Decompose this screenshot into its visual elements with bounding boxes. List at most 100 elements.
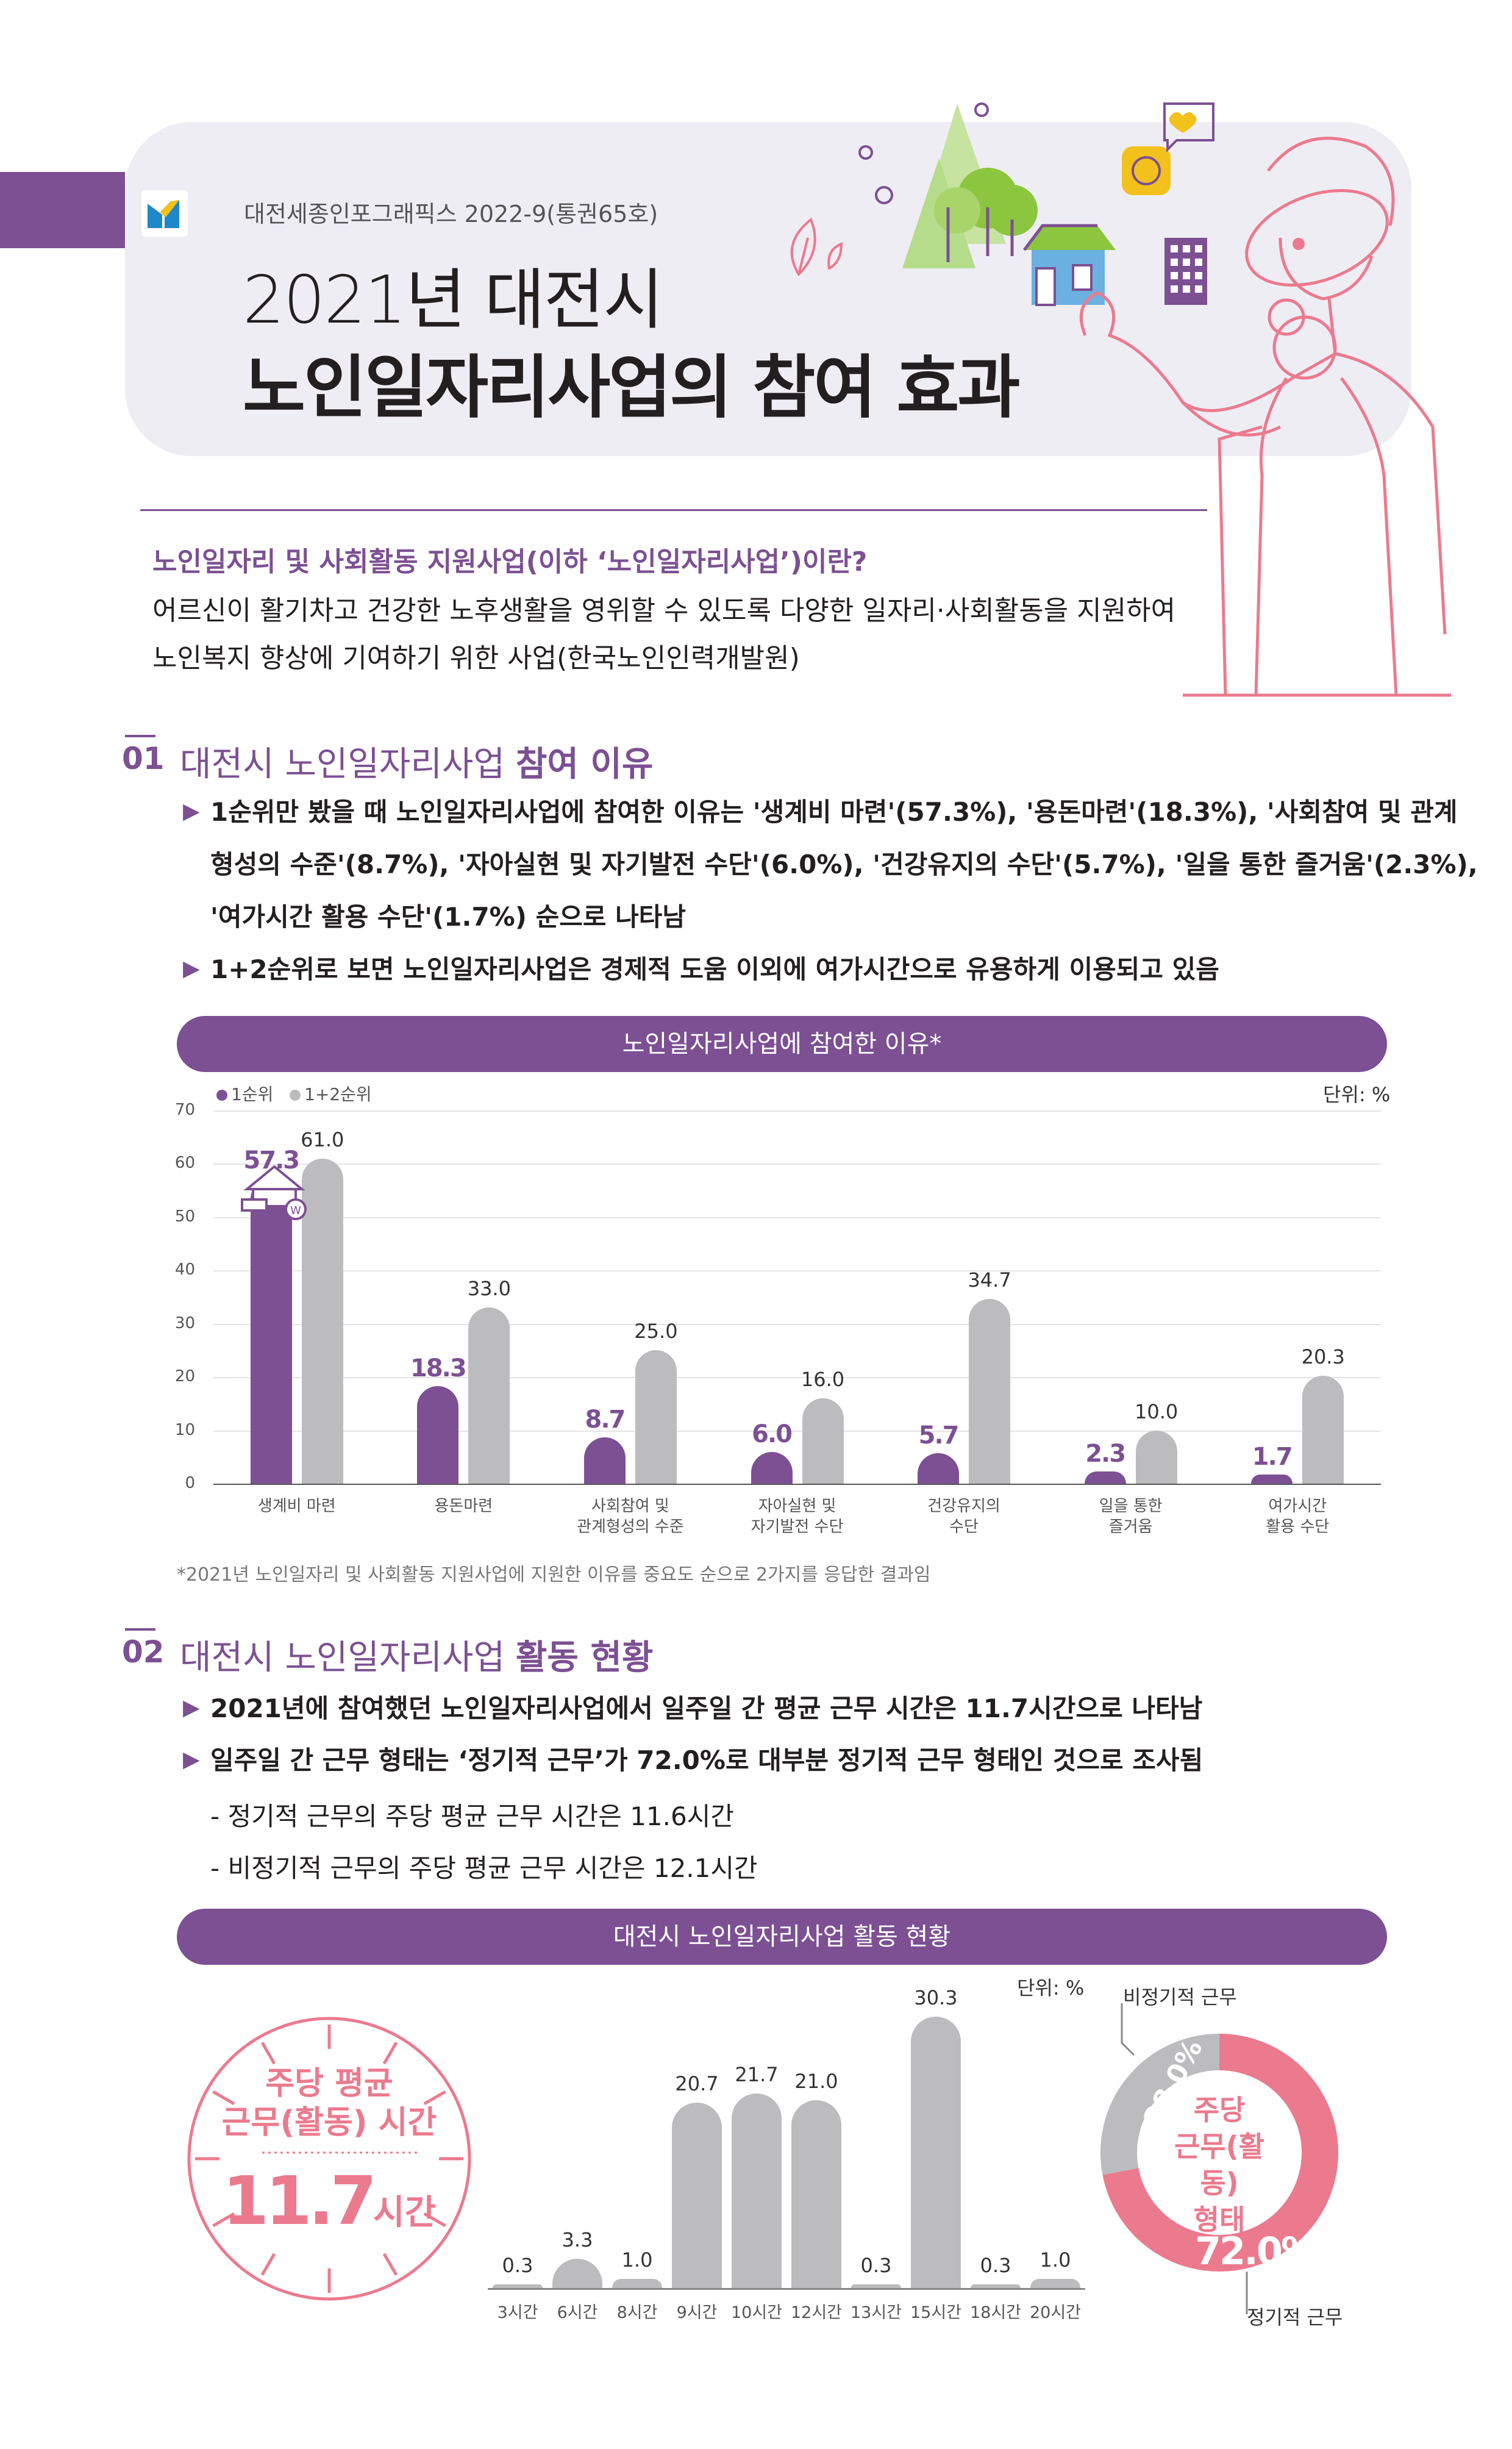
chart2-value-label: 1.0 [621,2248,653,2272]
chart1-category-label: 자아실현 및 자기발전 수단 [751,1497,844,1536]
chart1-bar-rank12 [1135,1430,1177,1484]
donut-leader-irregular [1121,2003,1135,2056]
clock-tick [382,2253,398,2276]
chart2-value-label: 30.3 [914,1986,958,2009]
deco-circle [974,102,989,117]
chart1-value-label-rank12: 16.0 [801,1368,845,1392]
donut-label-irregular: 비정기적 근무 [1123,1986,1237,2009]
chart2-category-label: 8시간 [616,2303,658,2322]
left-accent-tab [0,172,125,248]
chart1-value-label-rank12: 34.7 [968,1268,1011,1292]
chart2-value-label: 20.7 [675,2072,719,2095]
chart2-unit: 단위: % [1017,1976,1085,2000]
chart2-category-label: 18시간 [969,2303,1022,2322]
chart1-bar-rank1 [751,1451,793,1484]
legend-marker-rank1 [216,1090,227,1101]
building-icon [1164,238,1207,305]
section2-sub1: - 정기적 근무의 주당 평균 근무 시간은 11.6시간 [210,1801,735,1831]
donut-slice-irregular [1100,2034,1220,2175]
section1-bullet1-line2: 형성의 수준'(8.7%), '자아실현 및 자기발전 수단'(6.0%), '… [210,849,1478,879]
house-icon [1023,224,1116,306]
section1-number: 01 [122,741,165,776]
intro-description-line1: 어르신이 활기차고 건강한 노후생활을 영위할 수 있도록 다양한 일자리·사회… [152,595,1176,626]
chart2-bar [971,2284,1021,2288]
chart2-bar [1030,2279,1080,2288]
clock-tick [423,2090,446,2106]
chart1-value-label-rank1: 6.0 [752,1420,793,1448]
chart2-category-label: 10시간 [730,2303,783,2322]
chart1-bar-rank12 [468,1307,510,1484]
chart1-category-label: 일을 통한 즐거움 [1099,1497,1163,1536]
chart1-y-tick-label: 40 [174,1260,195,1279]
deco-circle [858,145,873,160]
chart1-unit: 단위: % [1323,1083,1391,1106]
chart1-plot: 0 10 20 30 40 50 60 70 57.3 61.0 생계비 마련 18.3 33.0 용돈마… [174,1101,1381,1536]
chart1-category-label: 여가시간 활용 수단 [1266,1497,1330,1536]
donut-chart [1100,2034,1338,2272]
person-with-hat [1079,137,1447,635]
chart2-value-label: 0.3 [860,2254,892,2277]
chart2-banner: 대전시 노인일자리사업 활동 현황 [177,1909,1387,1965]
chart2-value-label: 21.7 [735,2063,779,2087]
chart1-value-label-rank1: 5.7 [918,1421,960,1450]
chart2-category-label: 3시간 [497,2303,538,2322]
chart2-bar [851,2284,901,2288]
chart1-y-tick-label: 60 [174,1154,195,1173]
chart1-bar-rank12 [635,1350,677,1484]
chart1-bar-rank1 [250,1178,292,1484]
chart2-bar [911,2017,961,2288]
page-title-line1: 2021년 대전시 [243,262,664,338]
donut-leader-regular [1246,2272,1248,2314]
cheek [1293,238,1305,250]
chart1-y-tick-label: 50 [174,1207,195,1226]
chart1-value-label-rank12: 61.0 [301,1128,344,1151]
chart2-bar [552,2258,602,2288]
chart1-gridline [213,1270,1381,1272]
chart1-value-label-rank12: 20.3 [1301,1345,1345,1368]
svg-text:W: W [290,1204,301,1217]
chart1-value-label-rank12: 33.0 [467,1277,511,1301]
chart1-bar-rank12 [1302,1375,1344,1484]
chart2-bar [612,2279,662,2288]
chart1-banner: 노인일자리사업에 참여한 이유* [177,1016,1387,1072]
chart1-bar-rank12 [802,1398,844,1484]
section1-title: 대전시 노인일자리사업 참여 이유 [180,745,654,784]
chart2-value-label: 0.3 [502,2254,533,2277]
chart1-y-tick-label: 0 [185,1474,195,1492]
bullet-arrow-icon: ▶ [183,1695,200,1720]
donut-pct-regular: 72.0% [1195,2229,1319,2273]
clock-tick [212,2212,235,2228]
chart2-value-label: 21.0 [794,2069,838,2093]
chart1-y-tick-label: 70 [174,1101,195,1119]
intro-question: 노인일자리 및 사회활동 지원사업(이하 ‘노인일자리사업’)이란? [152,546,868,577]
chart1-value-label-rank1: 8.7 [585,1405,626,1434]
donut-center-label: 주당 근무(활동) 형태 [1174,2093,1264,2236]
bullet-arrow-icon: ▶ [183,1747,200,1772]
bullet-arrow-icon: ▶ [183,956,200,981]
chart1-gridline [213,1430,1381,1432]
donut-label-regular: 정기적 근무 [1247,2306,1343,2329]
chart2-bar [732,2093,782,2288]
chart1-footnote: *2021년 노인일자리 및 사회활동 지원사업에 지원한 이유를 중요도 순으… [177,1564,931,1586]
chart2-category-label: 20시간 [1029,2303,1082,2322]
elderly-people-illustration [790,102,1451,697]
chart1-value-label-rank12: 25.0 [634,1320,678,1343]
chart1-category-label: 생계비 마련 [257,1497,336,1515]
bullet-arrow-icon: ▶ [183,799,200,824]
house-coin-icon: W [241,1165,307,1220]
section1-bullet1-line1: 1순위만 봤을 때 노인일자리사업에 참여한 이유는 '생계비 마련'(57.3… [210,797,1458,827]
chart2-category-label: 15시간 [910,2303,962,2322]
section1-bullet2: 1+2순위로 보면 노인일자리사업은 경제적 도움 이외에 여가시간으로 유용하… [210,954,1219,984]
chart2-axis [488,2288,1085,2290]
chart1-bar-rank12 [301,1158,343,1484]
chart1-legend: 1순위 1+2순위 [216,1081,372,1106]
chart1-bar-rank1 [417,1386,459,1484]
series-label: 대전세종인포그래픽스 2022-9(통권65호) [244,201,658,227]
chart2-category-label: 12시간 [790,2303,843,2322]
clock-tick [382,2042,398,2065]
chart1-gridline [213,1377,1381,1379]
chart1-category-label: 사회참여 및 관계형성의 수준 [577,1497,684,1536]
section1-bullet1-line3: '여가시간 활용 수단'(1.7%) 순으로 나타남 [210,902,686,932]
clock-icon [187,2017,471,2301]
